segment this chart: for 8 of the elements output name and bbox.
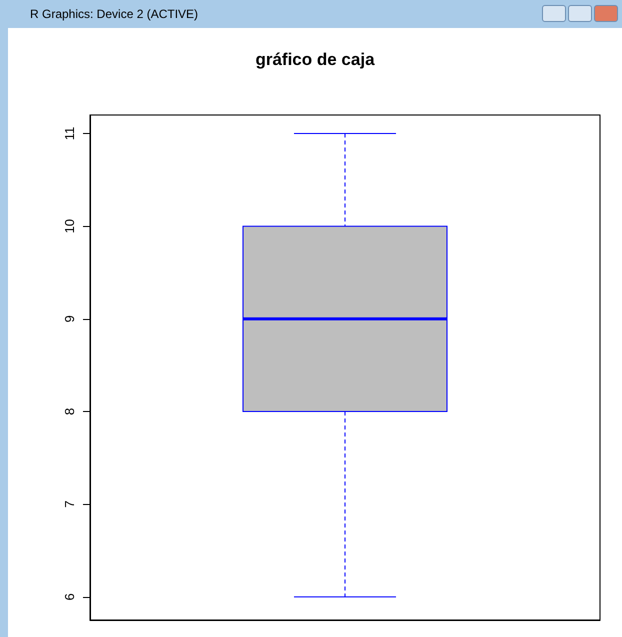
text: R Graphics: Device 2 (ACTIVE)	[30, 7, 198, 21]
y-tick-label: 11	[62, 126, 77, 140]
y-tick-label: 6	[62, 593, 77, 600]
y-tick-label: 7	[62, 500, 77, 508]
y-tick-label: 8	[62, 408, 77, 416]
y-tick-label: 10	[62, 218, 77, 234]
chart-title: gráfico de caja	[255, 50, 376, 69]
y-tick-label: 9	[62, 315, 77, 322]
